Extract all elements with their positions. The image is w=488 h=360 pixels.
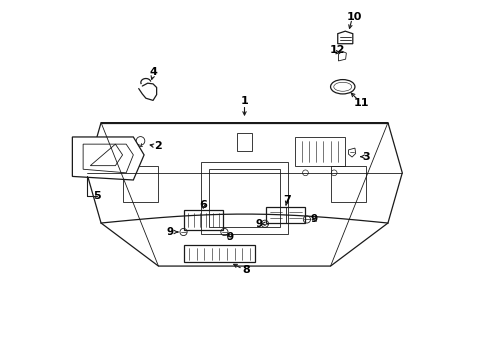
Text: 9: 9 — [255, 219, 262, 229]
Polygon shape — [72, 137, 144, 180]
Text: 3: 3 — [361, 152, 369, 162]
Text: 1: 1 — [240, 96, 248, 106]
Text: 11: 11 — [352, 98, 368, 108]
Text: 5: 5 — [94, 191, 101, 201]
Text: 8: 8 — [242, 265, 250, 275]
Text: 10: 10 — [346, 12, 361, 22]
Text: 9: 9 — [226, 232, 233, 242]
Text: 2: 2 — [154, 141, 161, 151]
Text: 6: 6 — [199, 200, 207, 210]
Text: 9: 9 — [166, 227, 173, 237]
Text: 9: 9 — [310, 215, 317, 224]
Text: 7: 7 — [283, 195, 290, 205]
Text: 4: 4 — [149, 67, 157, 77]
Text: 12: 12 — [329, 45, 345, 55]
